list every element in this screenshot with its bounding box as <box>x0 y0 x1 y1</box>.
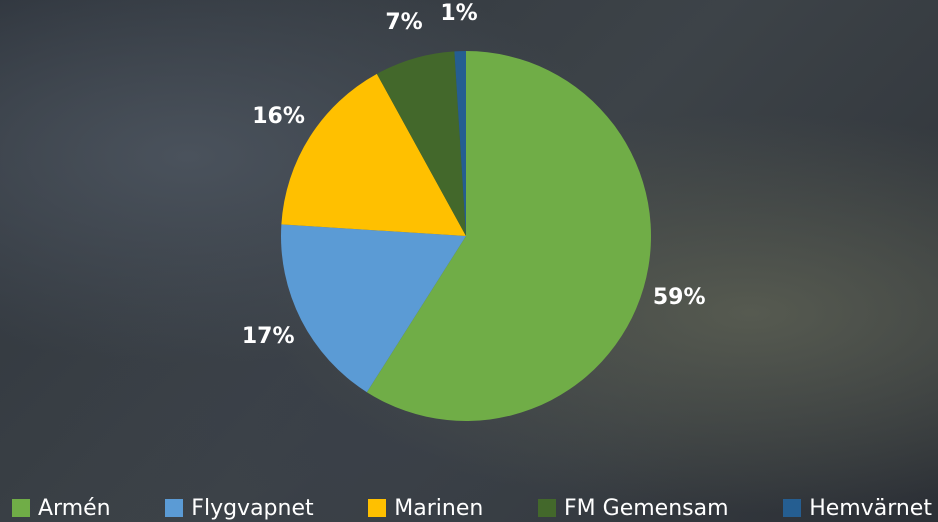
page: 59% 17% 16% 7% 1% Armén Flygvapnet Marinen FM G… <box>0 0 938 522</box>
legend-item: Flygvapnet <box>165 496 313 521</box>
legend-label: FM Gemensam <box>564 496 729 521</box>
legend-item: Armén <box>12 496 111 521</box>
data-label: 1% <box>440 1 477 26</box>
data-label: 59% <box>653 285 706 310</box>
legend-swatch <box>165 499 183 517</box>
chart: 59% 17% 16% 7% 1% <box>0 0 938 490</box>
legend-swatch <box>368 499 386 517</box>
legend-label: Hemvärnet <box>809 496 932 521</box>
legend-label: Armén <box>38 496 111 521</box>
data-label: 17% <box>242 324 295 349</box>
legend: Armén Flygvapnet Marinen FM Gemensam Hemvärn… <box>12 494 932 522</box>
data-label: 16% <box>252 104 305 129</box>
legend-swatch <box>538 499 556 517</box>
legend-swatch <box>783 499 801 517</box>
legend-item: FM Gemensam <box>538 496 729 521</box>
data-label: 7% <box>385 10 422 35</box>
legend-item: Marinen <box>368 496 483 521</box>
legend-label: Marinen <box>394 496 483 521</box>
legend-item: Hemvärnet <box>783 496 932 521</box>
legend-swatch <box>12 499 30 517</box>
legend-label: Flygvapnet <box>191 496 313 521</box>
